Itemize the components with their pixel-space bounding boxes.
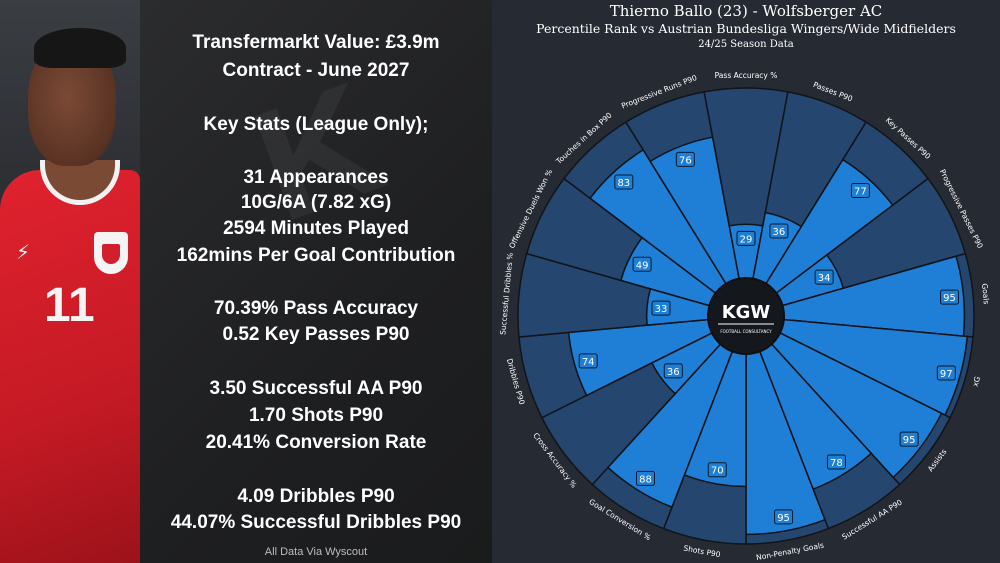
stat-line: 31 Appearances (243, 167, 389, 188)
category-label: Successful Dribbles % (498, 252, 515, 335)
value-label: 76 (679, 155, 692, 166)
transfer-value: Transfermarkt Value: £3.9m (192, 32, 440, 53)
center-logo-subtext: FOOTBALL CONSULTANCY (720, 329, 772, 334)
contract-expiry: Contract - June 2027 (222, 60, 410, 81)
value-label: 74 (582, 357, 595, 368)
data-source: All Data Via Wyscout (264, 546, 368, 558)
key-stats-heading: Key Stats (League Only); (203, 114, 429, 135)
value-label: 95 (903, 435, 916, 446)
chart-panel: Thierno Ballo (23) - Wolfsberger AC Perc… (492, 0, 1000, 563)
stat-line: 20.41% Conversion Rate (205, 432, 427, 453)
chart-subtitle: Percentile Rank vs Austrian Bundesliga W… (536, 21, 956, 36)
value-label-box (736, 230, 756, 246)
value-label: 36 (667, 367, 680, 378)
value-label-box (850, 182, 870, 198)
chart-season: 24/25 Season Data (698, 39, 793, 50)
federation-crest-icon (94, 232, 128, 274)
value-label: 88 (639, 474, 652, 485)
value-label-box (707, 462, 727, 478)
stat-line: 1.70 Shots P90 (248, 405, 384, 426)
value-label-box (578, 353, 598, 369)
value-label: 70 (711, 466, 724, 477)
value-label: 29 (740, 234, 753, 245)
stat-line: 44.07% Successful Dribbles P90 (170, 512, 462, 533)
chart-title: Thierno Ballo (23) - Wolfsberger AC (610, 2, 883, 20)
value-label: 49 (636, 260, 649, 271)
value-label: 78 (830, 458, 843, 469)
value-label-box (769, 223, 789, 239)
value-label: 97 (940, 369, 953, 380)
category-label: Shots P90 (683, 544, 722, 560)
center-logo-text: KGW (722, 302, 771, 323)
value-label-box (826, 454, 846, 470)
value-label-box (632, 256, 652, 272)
value-label: 33 (655, 304, 668, 315)
value-label-box (814, 269, 834, 285)
stat-line: 10G/6A (7.82 xG) (240, 192, 392, 213)
player-shirt (0, 170, 140, 563)
value-label-box (940, 289, 960, 305)
stat-line: 4.09 Dribbles P90 (237, 486, 395, 507)
value-label: 95 (943, 293, 956, 304)
kit-brand-icon: ⚡ (16, 240, 31, 264)
value-label-box (936, 365, 956, 381)
value-label-box (614, 174, 634, 190)
value-label-box (635, 470, 655, 486)
stats-panel: K Transfermarkt Value: £3.9m Contract - … (140, 0, 492, 563)
value-label: 83 (617, 178, 630, 189)
value-label: 36 (773, 227, 786, 238)
value-label: 77 (854, 186, 867, 197)
value-label: 34 (818, 273, 831, 284)
stat-line: 2594 Minutes Played (223, 218, 409, 239)
percentile-radial-chart: Thierno Ballo (23) - Wolfsberger AC Perc… (498, 2, 991, 562)
value-label-box (675, 151, 695, 167)
player-photo: ⚡ 11 (0, 0, 140, 563)
value-label: 95 (777, 513, 790, 524)
stat-line: 162mins Per Goal Contribution (176, 245, 456, 266)
shirt-number: 11 (44, 279, 95, 332)
value-label-box (651, 300, 671, 316)
stat-line: 3.50 Successful AA P90 (209, 378, 423, 399)
value-label-box (663, 363, 683, 379)
stat-line: 0.52 Key Passes P90 (222, 324, 410, 345)
category-label: Pass Accuracy % (715, 71, 778, 80)
value-label-box (774, 509, 794, 525)
player-hair (34, 28, 126, 68)
value-label-box (899, 431, 919, 447)
stat-line: 70.39% Pass Accuracy (213, 298, 419, 319)
category-label: Goals (980, 283, 991, 305)
center-logo-circle (707, 277, 785, 355)
category-label: xG (971, 375, 983, 388)
